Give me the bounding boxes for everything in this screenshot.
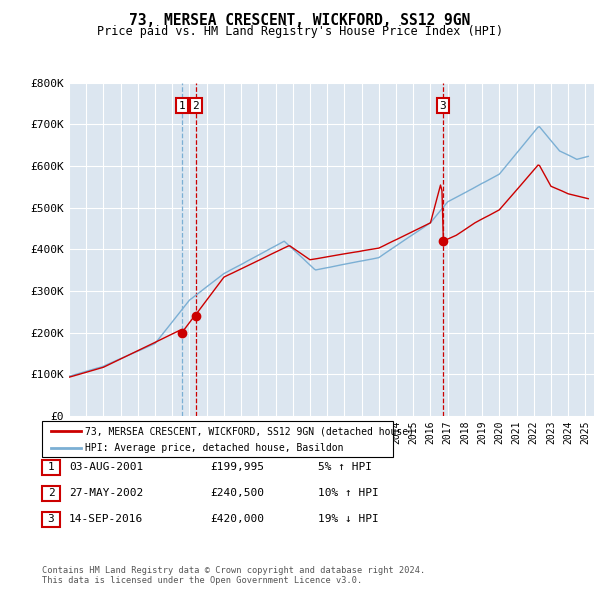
Text: 19% ↓ HPI: 19% ↓ HPI [318, 514, 379, 524]
Text: Price paid vs. HM Land Registry's House Price Index (HPI): Price paid vs. HM Land Registry's House … [97, 25, 503, 38]
Text: 73, MERSEA CRESCENT, WICKFORD, SS12 9GN: 73, MERSEA CRESCENT, WICKFORD, SS12 9GN [130, 13, 470, 28]
Text: 10% ↑ HPI: 10% ↑ HPI [318, 489, 379, 498]
Text: £420,000: £420,000 [210, 514, 264, 524]
Text: 2: 2 [47, 489, 55, 498]
Text: £199,995: £199,995 [210, 463, 264, 472]
Text: 1: 1 [47, 463, 55, 472]
Text: 03-AUG-2001: 03-AUG-2001 [69, 463, 143, 472]
Text: 3: 3 [47, 514, 55, 524]
Text: Contains HM Land Registry data © Crown copyright and database right 2024.
This d: Contains HM Land Registry data © Crown c… [42, 566, 425, 585]
Text: 14-SEP-2016: 14-SEP-2016 [69, 514, 143, 524]
Text: 5% ↑ HPI: 5% ↑ HPI [318, 463, 372, 472]
Text: 3: 3 [439, 100, 446, 110]
Text: £240,500: £240,500 [210, 489, 264, 498]
Text: HPI: Average price, detached house, Basildon: HPI: Average price, detached house, Basi… [85, 443, 344, 453]
Text: 27-MAY-2002: 27-MAY-2002 [69, 489, 143, 498]
Text: 1: 1 [179, 100, 185, 110]
Text: 2: 2 [193, 100, 199, 110]
Text: 73, MERSEA CRESCENT, WICKFORD, SS12 9GN (detached house): 73, MERSEA CRESCENT, WICKFORD, SS12 9GN … [85, 427, 414, 436]
